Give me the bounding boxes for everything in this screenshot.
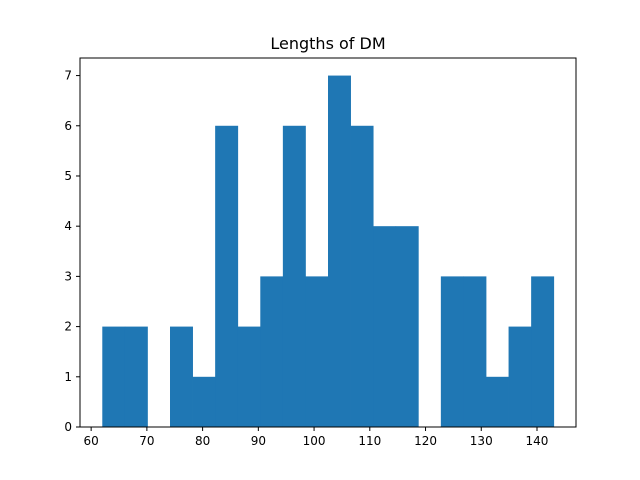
y-tick-label: 3 bbox=[64, 269, 72, 283]
x-tick-label: 60 bbox=[84, 434, 99, 448]
histogram-bar bbox=[124, 326, 148, 427]
histogram-bar bbox=[463, 276, 487, 427]
histogram-bar bbox=[486, 376, 509, 427]
y-tick-label: 1 bbox=[64, 370, 72, 384]
axes-frame bbox=[79, 57, 577, 428]
histogram-bar bbox=[192, 376, 216, 427]
x-tick-label: 130 bbox=[470, 434, 493, 448]
y-tick-label: 0 bbox=[64, 420, 72, 434]
y-tick-label: 2 bbox=[64, 320, 72, 334]
histogram-bar bbox=[305, 276, 329, 427]
x-tick-label: 80 bbox=[195, 434, 210, 448]
chart-title: Lengths of DM bbox=[270, 34, 385, 53]
histogram-bar bbox=[508, 326, 532, 427]
x-tick-label: 140 bbox=[526, 434, 549, 448]
histogram-bar bbox=[170, 326, 193, 427]
y-tick-label: 6 bbox=[64, 119, 72, 133]
histogram-bar bbox=[102, 326, 126, 427]
x-tick-label: 120 bbox=[414, 434, 437, 448]
y-axis: 0 1 2 3 4 5 6 7 bbox=[64, 69, 80, 434]
y-tick-label: 4 bbox=[64, 219, 72, 233]
y-tick-label: 5 bbox=[64, 169, 72, 183]
histogram-bar bbox=[215, 125, 239, 427]
x-tick-label: 90 bbox=[251, 434, 266, 448]
histogram-bar bbox=[395, 226, 419, 427]
histogram-bar bbox=[328, 75, 351, 427]
histogram-bar bbox=[350, 125, 374, 427]
x-tick-label: 70 bbox=[139, 434, 154, 448]
histogram-bar bbox=[440, 276, 464, 427]
histogram-bar bbox=[531, 276, 555, 427]
x-tick-label: 100 bbox=[303, 434, 326, 448]
histogram-bar bbox=[282, 125, 306, 427]
x-axis: 60 70 80 90 100 110 120 130 140 bbox=[84, 427, 549, 448]
bars-group bbox=[102, 75, 555, 427]
histogram-bar bbox=[260, 276, 284, 427]
x-tick-label: 110 bbox=[358, 434, 381, 448]
y-tick-label: 7 bbox=[64, 69, 72, 83]
histogram-bar bbox=[373, 226, 397, 427]
histogram-bar bbox=[237, 326, 261, 427]
